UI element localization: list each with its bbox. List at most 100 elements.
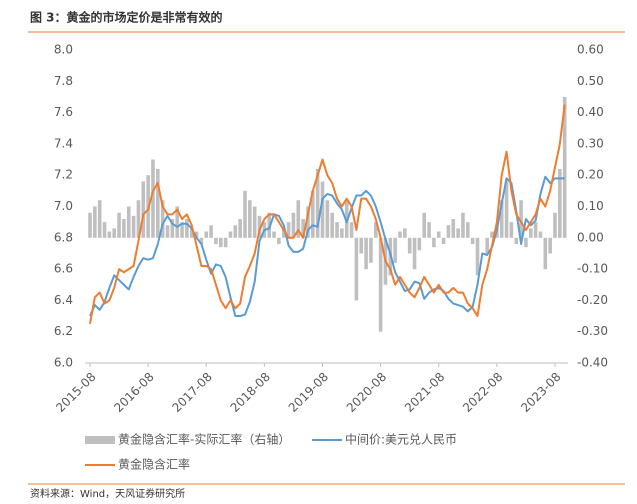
bar — [553, 212, 557, 238]
bar — [470, 237, 475, 245]
bar — [393, 237, 397, 263]
bar — [267, 212, 272, 238]
y2-tick-label: 0.40 — [577, 105, 604, 119]
legend-swatch — [85, 436, 115, 444]
bar — [514, 237, 519, 245]
y2-tick-label: -0.10 — [577, 262, 608, 276]
bar — [306, 206, 310, 238]
x-tick-label: 2019-08 — [286, 370, 331, 415]
bar — [228, 231, 233, 238]
y-tick-label: 7.6 — [54, 105, 73, 119]
bar — [214, 237, 218, 245]
y2-tick-label: 0.00 — [577, 230, 604, 244]
bar — [315, 168, 320, 238]
bar — [475, 237, 480, 276]
chart-title: 图 3：黄金的市场定价是非常有效的 — [30, 10, 223, 25]
bar — [461, 212, 465, 238]
bar — [499, 200, 504, 238]
bar — [136, 200, 141, 238]
y2-tick-label: -0.40 — [577, 356, 608, 370]
bar — [209, 225, 213, 238]
y-tick-label: 6.8 — [54, 230, 73, 244]
y2-tick-label: -0.30 — [577, 324, 608, 338]
y2-tick-label: 0.50 — [577, 74, 604, 88]
y-tick-label: 7.8 — [54, 74, 73, 88]
bar — [311, 190, 315, 238]
y2-tick-label: -0.20 — [577, 293, 608, 307]
bar — [131, 215, 136, 238]
bar — [456, 228, 460, 238]
bar — [466, 222, 470, 238]
bar — [117, 212, 121, 238]
bar — [340, 228, 344, 238]
x-tick-label: 2020-08 — [344, 370, 389, 415]
bar — [422, 212, 427, 238]
bar — [446, 225, 451, 238]
y-tick-label: 7.4 — [54, 136, 73, 150]
y2-tick-label: 0.10 — [577, 199, 604, 213]
bar — [238, 219, 242, 238]
bar — [543, 237, 548, 270]
bar — [165, 225, 170, 238]
x-tick-label: 2017-08 — [169, 370, 214, 415]
bar — [277, 237, 281, 245]
y2-tick-label: 0.30 — [577, 136, 604, 150]
bar — [122, 219, 126, 238]
x-tick-label: 2021-08 — [402, 370, 447, 415]
bar — [141, 181, 146, 238]
bar — [330, 212, 334, 238]
bar — [257, 215, 262, 238]
bar — [369, 237, 373, 263]
bar — [344, 200, 349, 238]
y2-tick-label: 0.20 — [577, 168, 604, 182]
legend-label: 黄金隐含汇率 — [118, 457, 190, 472]
bar — [180, 222, 184, 238]
bar — [160, 200, 165, 238]
bar — [548, 237, 552, 254]
x-tick-label: 2023-08 — [518, 370, 563, 415]
bar — [417, 237, 422, 251]
y-tick-label: 7.0 — [54, 199, 73, 213]
bar — [175, 206, 179, 238]
y-tick-label: 6.2 — [54, 324, 73, 338]
bar — [170, 219, 175, 238]
y-tick-label: 6.4 — [54, 293, 73, 307]
legend-label: 黄金隐含汇率-实际汇率（右轴） — [118, 432, 290, 447]
bar — [126, 206, 131, 238]
y-tick-label: 6.0 — [54, 356, 73, 370]
bar — [194, 231, 199, 238]
bar — [252, 206, 257, 238]
line-series — [89, 175, 565, 318]
bar — [519, 200, 523, 238]
x-tick-label: 2022-08 — [460, 370, 505, 415]
bar — [243, 190, 247, 238]
bar — [320, 181, 325, 238]
bar — [373, 222, 378, 238]
bar — [151, 159, 155, 238]
legend-label: 中间价:美元兑人民币 — [345, 432, 457, 447]
bar — [185, 219, 189, 238]
bar — [558, 168, 562, 238]
bar — [364, 237, 368, 270]
bar — [335, 222, 339, 238]
bar — [286, 222, 291, 238]
source-note: 资料来源：Wind，天风证券研究所 — [30, 487, 185, 500]
bar — [354, 237, 359, 301]
bar — [533, 222, 538, 238]
bar — [432, 237, 436, 248]
bar — [407, 237, 412, 254]
bar — [199, 237, 204, 245]
bar — [528, 228, 533, 238]
bar — [562, 96, 567, 238]
bar — [223, 237, 228, 248]
bar — [509, 222, 514, 238]
x-tick-label: 2015-08 — [53, 370, 98, 415]
y2-tick-label: 0.60 — [577, 43, 604, 57]
bar — [112, 228, 117, 238]
bar — [218, 237, 223, 248]
bar — [427, 222, 431, 238]
bar — [102, 222, 107, 238]
bar — [398, 231, 402, 238]
bar — [93, 206, 97, 238]
